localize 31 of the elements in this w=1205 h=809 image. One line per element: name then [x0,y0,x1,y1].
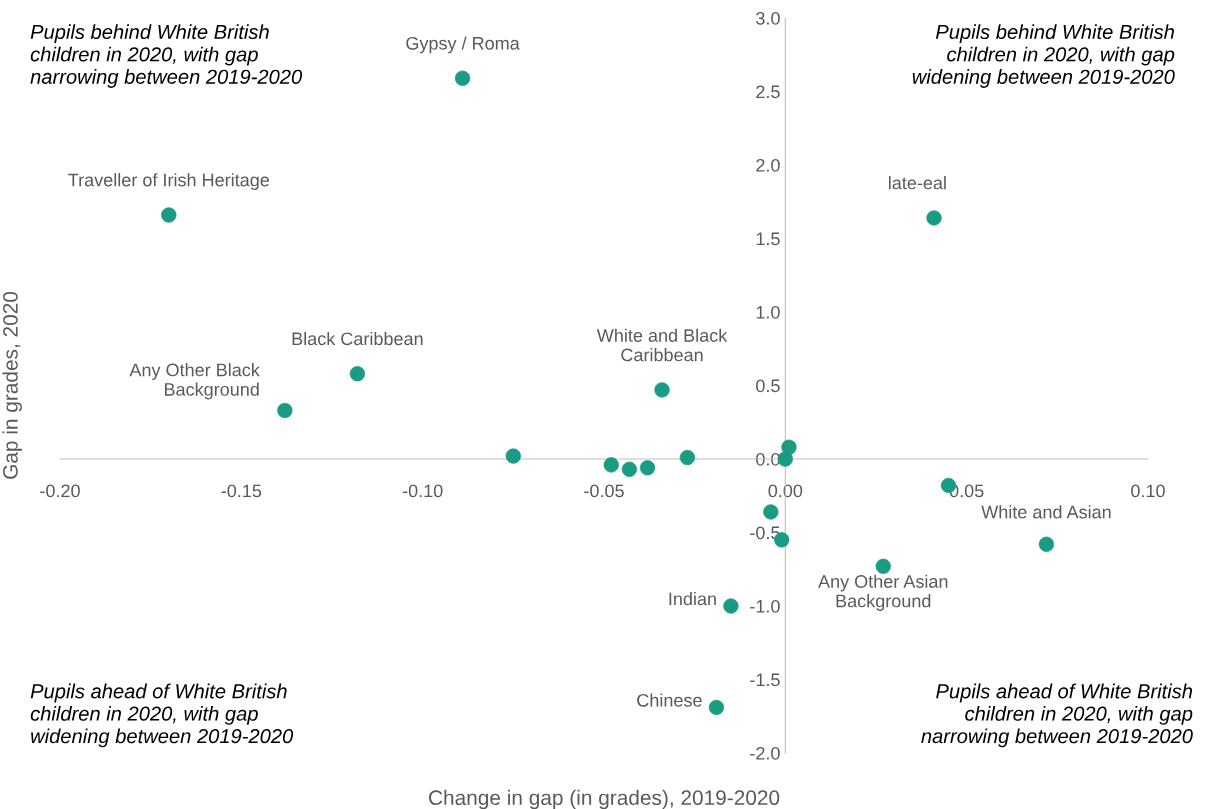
y-tick-label: 1.5 [756,232,780,246]
annotation: Pupils behind White British children in 2020, with gap widening between 2019-2020 [912,24,1175,88]
annotation: Black Caribbean [292,331,423,346]
annotation: Gypsy / Roma [406,36,520,54]
annotation: Pupils behind White British children in 2020, with gap narrowing between 2019-2020 [30,24,303,88]
x-tick-label: -0.10 [402,484,443,498]
annotation: Chinese [637,693,702,707]
annotation: White and Black Caribbean [596,328,728,362]
y-tick-label: -1.5 [750,673,780,687]
annotation: Any Other Asian Background [818,574,948,611]
x-tick-label: 0.10 [1131,484,1165,498]
x-axis-title: Change in gap (in grades), 2019-2020 [429,789,780,809]
y-tick-label: 2.0 [756,158,780,172]
annotation: late-eal [888,176,946,190]
annotation: Pupils ahead of White British children in 2020, with gap widening between 2019-2020 [30,683,294,748]
y-tick-label: 2.5 [756,85,780,99]
y-tick-label: 3.0 [756,11,780,25]
x-tick-label: 0.00 [768,484,803,498]
annotation: Any Other Black Background [129,363,260,400]
annotation: Traveller of Irish Heritage [68,173,270,190]
y-tick-label: -2.0 [750,746,780,760]
x-tick-label: -0.15 [221,484,262,498]
y-tick-label: -1.0 [750,599,780,613]
annotation: Pupils ahead of White British children in 2020, with gap narrowing between 2019-2020 [921,683,1193,748]
annotation: White and Asian [981,505,1111,519]
y-axis-title: Gap in grades, 2020 [2,291,22,479]
y-tick-label: 1.0 [756,305,780,319]
x-tick-label: -0.20 [40,484,80,498]
annotation: Indian [669,592,716,606]
x-tick-label: -0.05 [584,484,624,498]
y-tick-label: 0.5 [756,379,780,393]
